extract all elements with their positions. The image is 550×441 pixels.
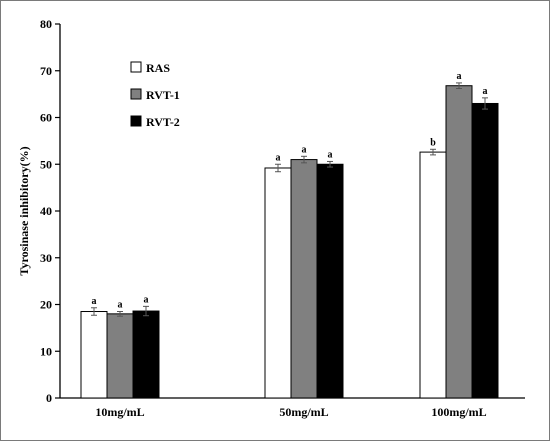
significance-label: a (92, 296, 97, 307)
legend-label: RVT-2 (146, 115, 180, 129)
bar (132, 310, 160, 399)
y-tick-label: 70 (40, 64, 52, 78)
legend-swatch (130, 115, 142, 127)
bar (80, 311, 108, 399)
y-tick-label: 60 (40, 111, 52, 125)
legend-label: RAS (146, 61, 170, 75)
x-tick-label: 100mg/mL (431, 405, 486, 419)
significance-label: a (328, 149, 333, 160)
bars: a a a a a a b a a (80, 71, 499, 399)
y-tick-label: 20 (40, 298, 52, 312)
legend-swatch (130, 88, 142, 100)
x-tick-label: 10mg/mL (95, 405, 144, 419)
y-tick-label: 50 (40, 157, 52, 171)
y-tick-label: 0 (46, 391, 52, 405)
significance-label: a (483, 86, 488, 97)
bar (264, 167, 292, 399)
bar (316, 163, 344, 399)
y-tick-label: 30 (40, 251, 52, 265)
y-tick-label: 10 (40, 344, 52, 358)
y-tick-label: 80 (40, 17, 52, 31)
bar (290, 159, 318, 399)
bar (106, 313, 134, 399)
significance-label: a (118, 300, 123, 311)
bar (471, 102, 499, 399)
significance-label: a (302, 144, 307, 155)
significance-label: a (144, 294, 149, 305)
y-tick-label: 40 (40, 204, 52, 218)
x-tick-label: 50mg/mL (279, 405, 328, 419)
bar (445, 85, 473, 399)
significance-label: b (430, 137, 436, 148)
legend-label: RVT-1 (146, 88, 180, 102)
y-axis-title: Tyrosinase inhibitory(%) (17, 146, 31, 275)
significance-label: a (457, 71, 462, 82)
legend-swatch (130, 61, 142, 73)
significance-label: a (276, 152, 281, 163)
legend: RAS RVT-1 RVT-2 (130, 61, 180, 129)
bar (419, 151, 447, 399)
